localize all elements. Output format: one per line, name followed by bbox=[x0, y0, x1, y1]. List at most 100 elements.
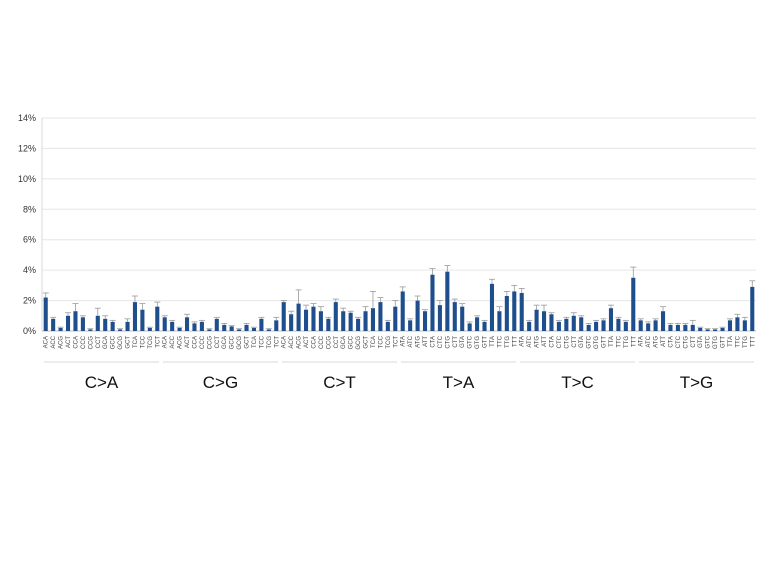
bar bbox=[616, 318, 621, 331]
x-tick-label: TCA bbox=[252, 336, 258, 348]
bar bbox=[482, 321, 487, 331]
bar bbox=[512, 291, 517, 331]
x-tick-label: GCC bbox=[230, 335, 236, 349]
x-tick-label: GCT bbox=[245, 336, 251, 349]
bar bbox=[489, 283, 495, 331]
bar bbox=[452, 302, 457, 331]
x-tick-label: GCA bbox=[222, 336, 228, 349]
x-tick-label: GTC bbox=[468, 335, 474, 348]
group-label: C>T bbox=[323, 373, 356, 392]
x-tick-label: TCT bbox=[274, 336, 280, 348]
bar bbox=[192, 323, 197, 331]
x-tick-label: ATG bbox=[535, 336, 541, 348]
x-tick-label: GTA bbox=[579, 336, 585, 348]
x-tick-label: CTT bbox=[572, 336, 578, 348]
x-tick-label: CTC bbox=[557, 335, 563, 348]
x-tick-label: GCA bbox=[103, 336, 109, 349]
bar bbox=[244, 324, 249, 331]
x-tick-label: GCA bbox=[341, 336, 347, 349]
bar bbox=[601, 320, 606, 331]
x-tick-label: CCA bbox=[192, 336, 198, 349]
bar bbox=[125, 321, 130, 331]
bar bbox=[735, 317, 740, 331]
bar bbox=[184, 317, 190, 331]
x-tick-label: TTA bbox=[609, 336, 615, 347]
bar bbox=[750, 286, 755, 331]
error-bar-layer bbox=[42, 265, 756, 330]
bar bbox=[363, 311, 368, 331]
x-tick-label: CCG bbox=[207, 336, 213, 350]
x-tick-label: ACG bbox=[297, 336, 303, 349]
x-tick-label: TCC bbox=[378, 335, 384, 348]
bar bbox=[445, 271, 450, 331]
x-tick-label: TTG bbox=[743, 336, 749, 348]
bar bbox=[251, 327, 257, 331]
bar bbox=[88, 329, 93, 331]
bar bbox=[43, 297, 48, 331]
x-tick-label: TCT bbox=[155, 336, 161, 348]
x-tick-label: TCC bbox=[259, 335, 265, 348]
x-tick-label: GTC bbox=[706, 335, 712, 348]
x-tick-label: CTC bbox=[438, 335, 444, 348]
bar bbox=[162, 317, 167, 331]
bar bbox=[80, 317, 85, 331]
bar bbox=[579, 317, 584, 331]
x-tick-label: TTA bbox=[490, 336, 496, 347]
x-tick-label: TTC bbox=[735, 335, 741, 347]
x-tick-label: ACA bbox=[163, 336, 169, 348]
x-tick-label: GCC bbox=[349, 335, 355, 349]
x-tick-label: TTG bbox=[505, 336, 511, 348]
mutation-group-labels: C>A C>G C>T T>A T>C T>G bbox=[44, 361, 754, 392]
bar bbox=[326, 318, 331, 331]
bar bbox=[556, 321, 561, 331]
bar bbox=[415, 300, 420, 331]
bar bbox=[460, 306, 465, 331]
bar bbox=[118, 329, 123, 331]
bar bbox=[274, 320, 279, 331]
x-tick-label: ACT bbox=[185, 336, 191, 348]
x-tick-label: CCG bbox=[326, 336, 332, 350]
bar bbox=[727, 320, 733, 331]
bar bbox=[199, 321, 204, 331]
x-tick-label: CTA bbox=[430, 336, 436, 348]
x-tick-label: TTA bbox=[728, 336, 734, 347]
bar bbox=[698, 327, 703, 331]
x-tick-label: CCC bbox=[81, 335, 87, 349]
group-label: T>G bbox=[680, 373, 714, 392]
x-tick-label: TCA bbox=[371, 336, 377, 348]
y-tick-label: 6% bbox=[23, 235, 36, 245]
bar bbox=[318, 311, 323, 331]
bar bbox=[296, 303, 301, 331]
bar bbox=[237, 329, 242, 331]
bar bbox=[467, 323, 472, 331]
bar bbox=[400, 291, 405, 331]
bar bbox=[668, 324, 673, 331]
x-tick-label: CTT bbox=[453, 336, 459, 348]
bar bbox=[571, 315, 576, 331]
bar bbox=[430, 274, 435, 331]
x-tick-label: CCT bbox=[96, 336, 102, 349]
bar bbox=[675, 324, 680, 331]
x-tick-label: GTA bbox=[460, 336, 466, 348]
bar bbox=[103, 318, 108, 331]
bar bbox=[660, 311, 666, 331]
bar bbox=[110, 321, 115, 331]
bar bbox=[541, 311, 547, 331]
group-label: C>A bbox=[85, 373, 119, 392]
group-label: C>G bbox=[203, 373, 238, 392]
group-label: T>C bbox=[561, 373, 594, 392]
bar bbox=[370, 308, 376, 331]
x-tick-label: ACG bbox=[178, 336, 184, 349]
bar bbox=[65, 315, 71, 331]
bar bbox=[653, 320, 658, 331]
x-tick-label: GTA bbox=[698, 336, 704, 348]
x-tick-label: CTG bbox=[683, 336, 689, 349]
bar bbox=[586, 324, 591, 331]
x-tick-label: CCT bbox=[215, 336, 221, 349]
x-tick-label: GCG bbox=[356, 336, 362, 350]
bar bbox=[58, 327, 63, 331]
bar bbox=[497, 311, 502, 331]
bar bbox=[303, 309, 309, 331]
bar bbox=[549, 314, 554, 331]
x-tick-label: GTG bbox=[594, 336, 600, 349]
